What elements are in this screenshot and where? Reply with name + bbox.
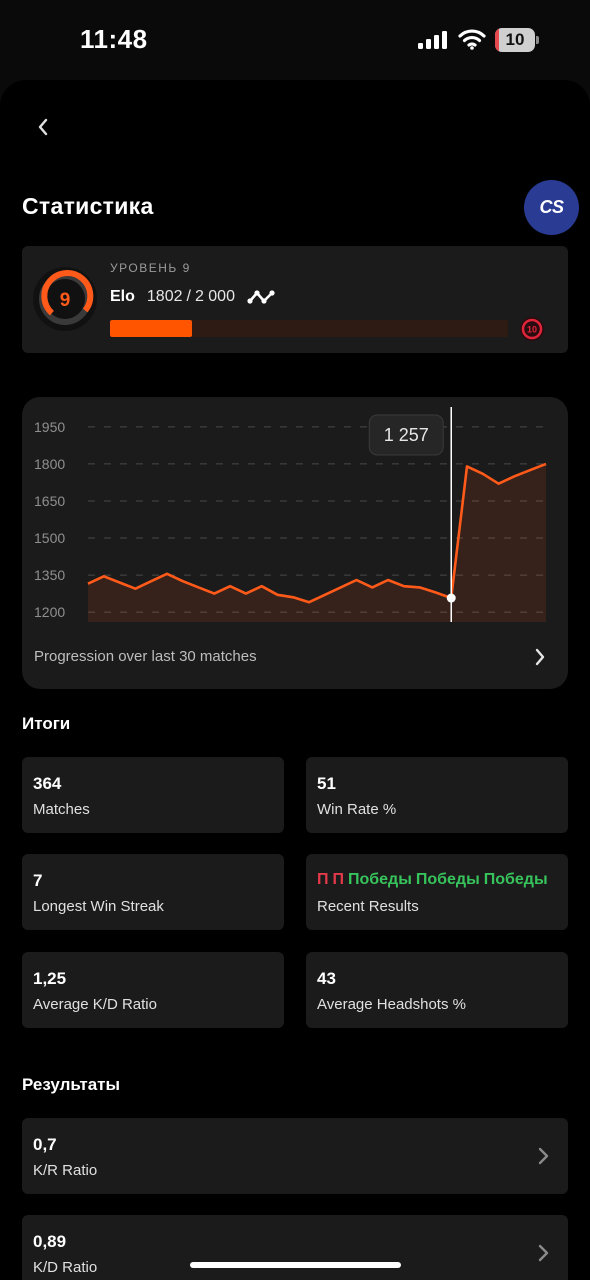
y-tick-label: 1950 — [34, 419, 65, 435]
stat-value: 7 — [33, 871, 43, 890]
chart-line-series — [87, 462, 547, 604]
elo-progress-bar — [110, 320, 508, 337]
result-win: Победы — [483, 871, 548, 888]
stat-label: Recent Results — [317, 898, 419, 915]
battery-percent: 10 — [505, 30, 525, 49]
stat-card-average-headshots[interactable]: 43 Average Headshots % — [306, 952, 568, 1028]
stat-card-win-rate[interactable]: 51 Win Rate % — [306, 757, 568, 833]
result-loss: П — [332, 871, 345, 888]
chevron-left-icon — [38, 118, 48, 136]
status-time: 11:48 — [80, 24, 148, 54]
chart-tooltip-box — [368, 414, 444, 456]
recent-results-list: П П Победы Победы Победы — [317, 871, 568, 889]
chevron-right-icon — [538, 1244, 549, 1262]
y-tick-label: 1800 — [34, 456, 65, 472]
battery-icon: 10 — [495, 28, 539, 52]
chart-highlight-point — [446, 593, 456, 603]
results-section-title: Результаты — [22, 1075, 121, 1094]
elo-row: Elo 1802 / 2 000 — [110, 288, 277, 306]
y-tick-label: 1350 — [34, 567, 65, 583]
elo-progress-fill — [110, 320, 192, 337]
chart-details-button[interactable] — [526, 643, 554, 671]
home-indicator — [190, 1262, 401, 1268]
level-card: 9 УРОВЕНЬ 9 Elo 1802 / 2 000 10 — [22, 246, 568, 353]
result-row-kd-ratio[interactable]: 0,89 K/D Ratio — [22, 1215, 568, 1280]
game-logo-text: CS — [539, 197, 564, 217]
result-win: Победы — [348, 871, 412, 888]
result-label: K/R Ratio — [33, 1162, 98, 1179]
stat-label: Matches — [33, 801, 90, 818]
result-row-kr-ratio[interactable]: 0,7 K/R Ratio — [22, 1118, 568, 1194]
level-caption: УРОВЕНЬ 9 — [110, 261, 191, 275]
stat-value: 43 — [317, 969, 336, 988]
result-value: 0,89 — [33, 1232, 67, 1251]
result-label: K/D Ratio — [33, 1259, 98, 1276]
elo-next-level: 2 000 — [194, 288, 235, 305]
chart-tooltip-value: 1 257 — [384, 425, 429, 445]
chart-area — [88, 463, 546, 622]
stat-value: 1,25 — [33, 969, 67, 988]
battery-level-fill — [495, 28, 499, 52]
stat-label: Win Rate % — [317, 801, 397, 818]
stat-value: 364 — [33, 774, 62, 793]
result-value: 0,7 — [33, 1135, 57, 1154]
stat-label: Average K/D Ratio — [33, 996, 157, 1013]
page-title: Статистика — [22, 193, 154, 219]
chart-caption: Progression over last 30 matches — [34, 648, 257, 665]
summary-section-title: Итоги — [22, 714, 71, 733]
stat-card-matches[interactable]: 364 Matches — [22, 757, 284, 833]
elo-label: Elo — [110, 288, 135, 305]
level-number: 9 — [60, 290, 71, 311]
stat-value: 51 — [317, 774, 336, 793]
next-level-number: 10 — [527, 325, 537, 335]
back-button[interactable] — [26, 110, 60, 144]
stat-label: Longest Win Streak — [33, 898, 164, 915]
chevron-right-icon — [535, 648, 545, 666]
elo-separator: / — [186, 288, 191, 305]
result-loss: П — [317, 871, 329, 888]
stat-card-recent-results[interactable]: П П Победы Победы Победы Recent Results — [306, 854, 568, 930]
elo-chart-card: 1950 1800 1650 1500 1350 1200 1 257 Progressio… — [22, 397, 568, 689]
y-tick-label: 1200 — [34, 604, 65, 620]
cs-game-logo[interactable]: CS — [524, 180, 579, 235]
next-level-badge-icon: 10 — [520, 317, 544, 341]
statistics-sheet: Статистика CS 9 УРОВЕНЬ 9 Elo 1802 / 2 0… — [0, 80, 590, 1280]
y-tick-label: 1650 — [34, 493, 65, 509]
stat-label: Average Headshots % — [317, 996, 466, 1013]
wifi-icon — [458, 29, 486, 50]
trend-icon[interactable] — [247, 289, 277, 305]
result-win: Победы — [415, 871, 480, 888]
elo-current: 1802 — [146, 288, 183, 305]
chevron-right-icon — [538, 1147, 549, 1165]
cellular-signal-icon — [418, 31, 447, 49]
stat-card-longest-win-streak[interactable]: 7 Longest Win Streak — [22, 854, 284, 930]
elo-line-chart: 1950 1800 1650 1500 1350 1200 1 257 — [34, 407, 547, 622]
stat-card-average-kd[interactable]: 1,25 Average K/D Ratio — [22, 952, 284, 1028]
y-tick-label: 1500 — [34, 530, 65, 546]
status-bar: 11:48 10 — [0, 0, 590, 80]
level-ring-icon: 9 — [33, 267, 97, 331]
